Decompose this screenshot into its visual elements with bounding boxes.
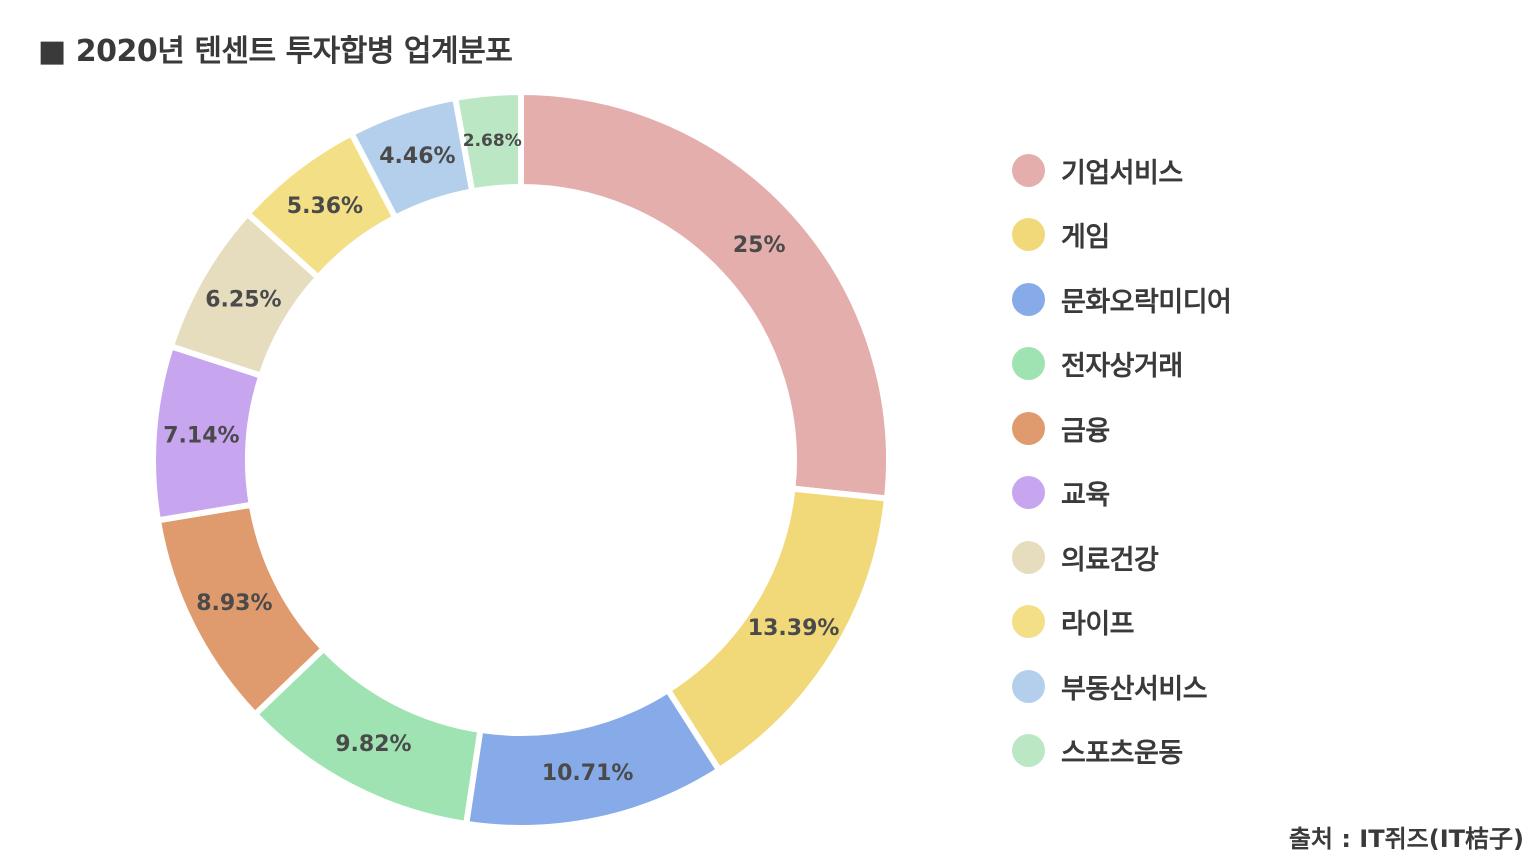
legend-item: 기업서비스	[1012, 150, 1183, 190]
slice-문화오락미디어	[462, 685, 724, 831]
legend-swatch	[1012, 218, 1045, 251]
legend-item: 금융	[1012, 408, 1110, 448]
legend-item: 전자상거래	[1012, 344, 1183, 384]
legend-item: 문화오락미디어	[1012, 279, 1232, 319]
data-label-부동산서비스: 4.46%	[379, 144, 455, 169]
data-label-라이프: 5.36%	[287, 194, 363, 219]
data-label-의료건강: 6.25%	[205, 287, 281, 312]
legend-swatch	[1012, 282, 1045, 316]
slice-기업서비스	[518, 88, 892, 502]
legend-swatch	[1012, 605, 1045, 638]
data-label-기업서비스: 25%	[733, 233, 786, 258]
data-label-문화오락미디어: 10.71%	[542, 761, 634, 786]
legend-swatch	[1012, 476, 1045, 509]
data-label-교육: 7.14%	[163, 424, 239, 449]
legend-item: 의료건강	[1012, 537, 1159, 577]
legend-label: 게임	[1061, 222, 1110, 253]
data-label-스포츠운동: 2.68%	[463, 131, 522, 151]
legend-swatch	[1012, 153, 1045, 187]
data-label-게임: 13.39%	[748, 616, 840, 641]
legend-label: 전자상거래	[1061, 351, 1183, 382]
slice-스포츠운동	[451, 88, 524, 195]
legend-label: 금융	[1061, 415, 1110, 447]
legend-item: 부동산서비스	[1012, 666, 1208, 706]
legend-label: 교육	[1061, 480, 1110, 511]
data-label-전자상거래: 9.82%	[335, 732, 411, 757]
data-label-금융: 8.93%	[196, 591, 272, 616]
chart-title: ■ 2020년 텐센트 투자합병 업계분포	[38, 34, 513, 69]
source-note: 출처 : IT쥐즈(IT桔子)	[1288, 825, 1524, 853]
legend-label: 스포츠운동	[1061, 738, 1183, 769]
legend-label: 라이프	[1061, 609, 1135, 640]
legend-item: 게임	[1012, 215, 1110, 255]
legend-item: 스포츠운동	[1012, 731, 1183, 771]
legend-swatch	[1012, 347, 1045, 380]
legend-label: 의료건강	[1061, 544, 1159, 576]
legend-item: 라이프	[1012, 602, 1135, 642]
legend-swatch	[1012, 540, 1045, 574]
legend-label: 기업서비스	[1061, 157, 1183, 189]
legend-item: 교육	[1012, 473, 1110, 513]
legend-swatch	[1012, 734, 1045, 767]
legend-label: 부동산서비스	[1061, 673, 1208, 705]
legend-swatch	[1012, 669, 1045, 703]
legend-label: 문화오락미디어	[1061, 286, 1232, 318]
legend-swatch	[1012, 411, 1045, 445]
